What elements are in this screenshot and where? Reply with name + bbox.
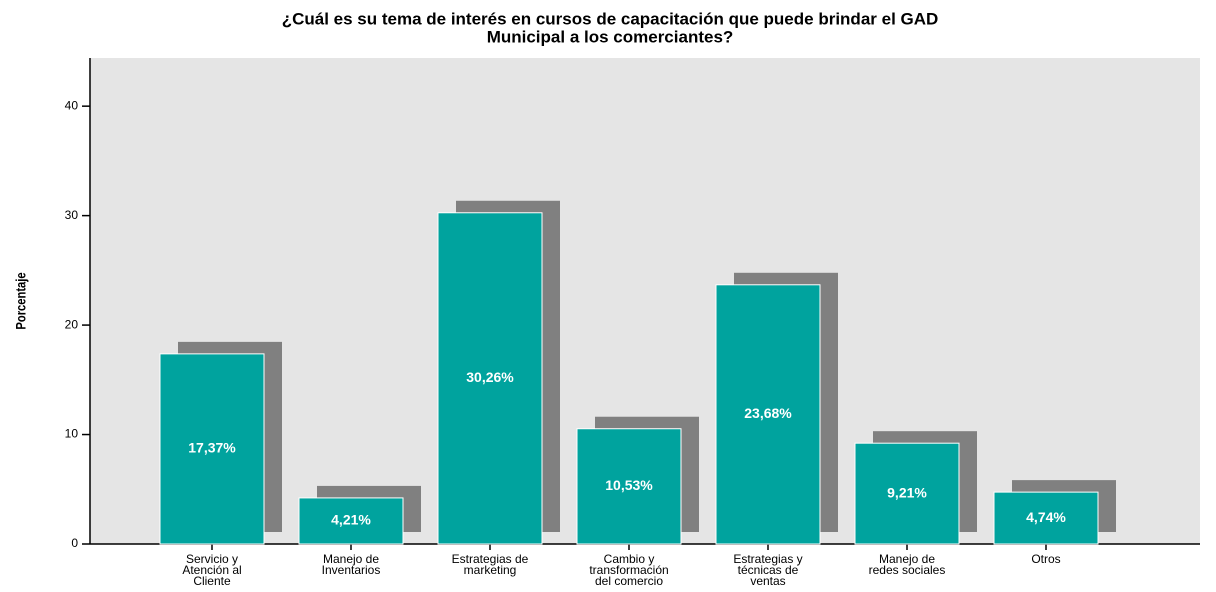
y-tick-label: 0: [71, 536, 78, 550]
bar: [854, 442, 960, 545]
value-label: 4,74%: [1026, 509, 1066, 525]
value-label: 9,21%: [887, 484, 927, 500]
x-tick-label: redes sociales: [869, 563, 946, 577]
x-tick-label: técnicas de: [738, 563, 799, 577]
x-tick-label: Cambio y: [604, 552, 655, 566]
y-tick-label: 40: [65, 98, 79, 112]
value-label: 10,53%: [605, 477, 653, 493]
y-tick-label: 20: [65, 317, 79, 331]
x-tick-label: Estrategias de: [452, 552, 529, 566]
bar: [993, 491, 1099, 545]
x-tick-label: Atención al: [182, 563, 241, 577]
y-axis-label: Porcentaje: [14, 272, 29, 329]
chart-title: Municipal a los comerciantes?: [487, 27, 734, 46]
x-tick-label: transformación: [589, 563, 668, 577]
bar: [159, 353, 265, 545]
x-tick-label: del comercio: [595, 574, 663, 588]
value-label: 17,37%: [188, 440, 236, 456]
y-tick-label: 10: [65, 427, 79, 441]
x-tick-label: Inventarios: [322, 563, 381, 577]
bar: [437, 212, 543, 545]
x-tick-label: marketing: [464, 563, 517, 577]
chart-title: ¿Cuál es su tema de interés en cursos de…: [282, 9, 939, 28]
value-label: 4,21%: [331, 512, 371, 528]
x-tick-label: Otros: [1031, 552, 1060, 566]
value-label: 30,26%: [466, 369, 514, 385]
x-tick-label: Estrategias y: [733, 552, 802, 566]
bar: [715, 284, 821, 545]
value-label: 23,68%: [744, 405, 792, 421]
bar: [576, 428, 682, 545]
x-tick-label: ventas: [750, 574, 785, 588]
bar: [298, 497, 404, 545]
x-tick-label: Servicio y: [186, 552, 238, 566]
x-tick-label: Manejo de: [879, 552, 935, 566]
y-tick-label: 30: [65, 208, 79, 222]
x-tick-label: Cliente: [193, 574, 231, 588]
x-tick-label: Manejo de: [323, 552, 379, 566]
